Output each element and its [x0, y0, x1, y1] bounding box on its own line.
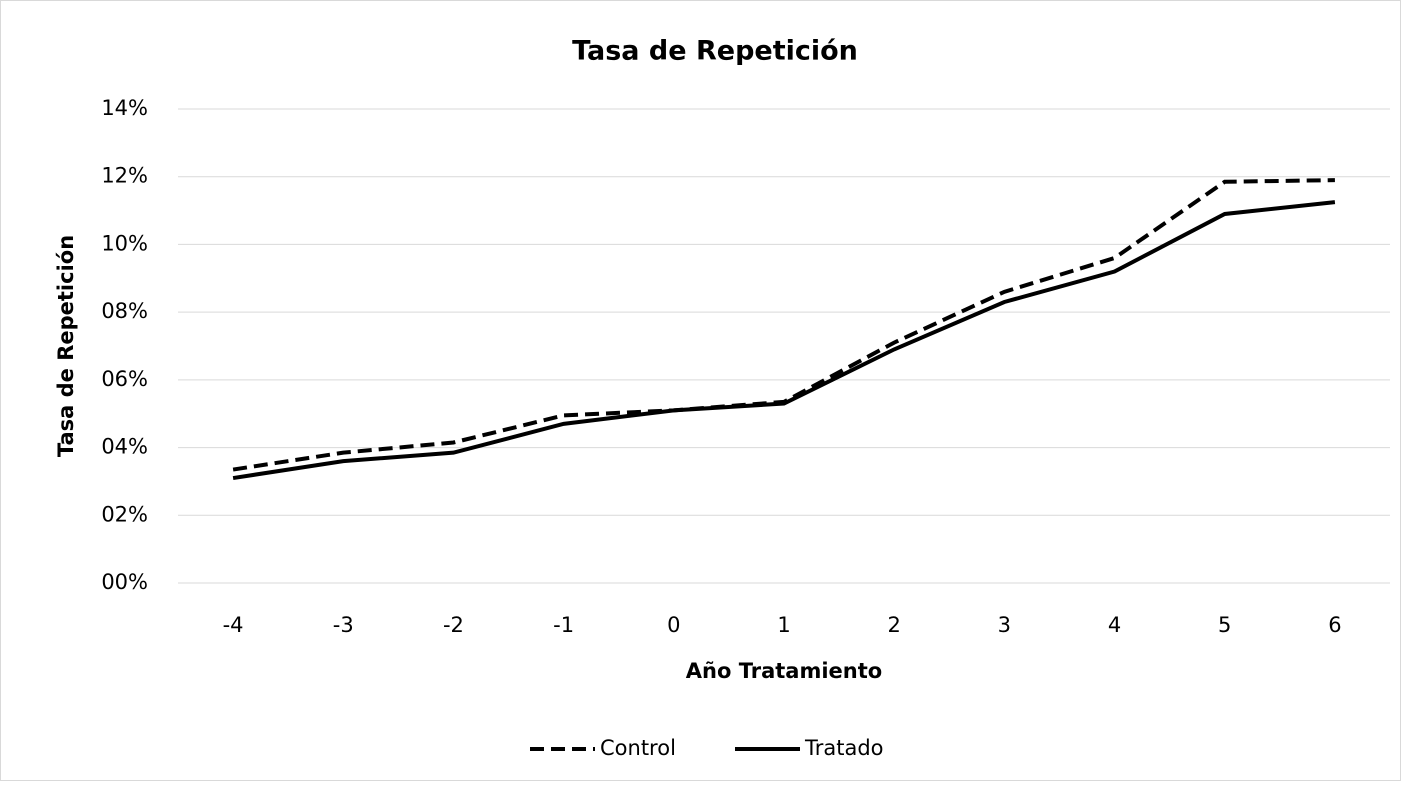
y-tick-label: 14% — [101, 96, 148, 120]
legend-label: Control — [600, 736, 676, 760]
x-tick-label: -2 — [443, 613, 464, 637]
y-axis-label: Tasa de Repetición — [54, 235, 78, 457]
y-tick-label: 00% — [101, 570, 148, 594]
y-tick-label: 04% — [101, 435, 148, 459]
y-tick-label: 10% — [101, 231, 148, 255]
y-tick-label: 08% — [101, 299, 148, 323]
y-tick-label: 12% — [101, 164, 148, 188]
chart-title: Tasa de Repetición — [572, 36, 858, 67]
y-tick-label: 02% — [101, 502, 148, 526]
x-tick-label: -4 — [223, 613, 244, 637]
x-tick-label: -3 — [333, 613, 354, 637]
series-line — [232, 200, 1336, 481]
x-tick-label: 6 — [1328, 613, 1341, 637]
x-tick-label: -1 — [553, 613, 574, 637]
x-tick-label: 5 — [1218, 613, 1231, 637]
legend-label: Tratado — [804, 736, 884, 760]
x-axis-label: Año Tratamiento — [686, 659, 882, 683]
x-tick-label: 3 — [998, 613, 1011, 637]
x-tick-label: 4 — [1108, 613, 1121, 637]
x-tick-label: 1 — [777, 613, 790, 637]
x-tick-label: 2 — [887, 613, 900, 637]
y-tick-label: 06% — [101, 367, 148, 391]
x-tick-label: 0 — [667, 613, 680, 637]
